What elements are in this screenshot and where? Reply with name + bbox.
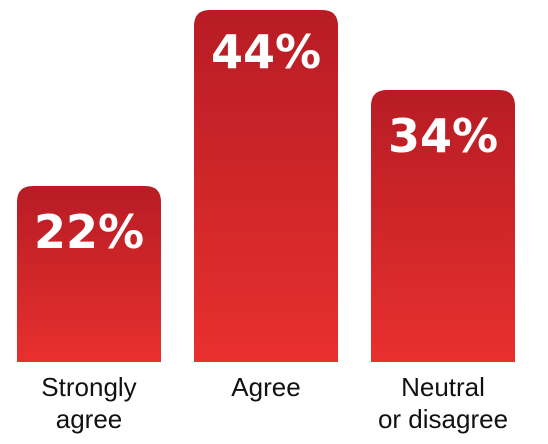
category-label-0-line-0: Strongly — [41, 372, 136, 402]
bar-2 — [371, 90, 515, 362]
bars-group — [17, 10, 515, 362]
category-label-0-line-1: agree — [56, 404, 123, 434]
bar-0 — [17, 186, 161, 362]
bar-value-label-0: 22% — [34, 205, 144, 259]
value-labels-group: 22% 44% 34% — [34, 25, 498, 259]
category-label-2-line-0: Neutral — [401, 372, 485, 402]
category-label-2-line-1: or disagree — [378, 404, 508, 434]
bar-value-label-2: 34% — [388, 109, 498, 163]
category-label-1-line-0: Agree — [231, 372, 300, 402]
bar-value-label-1: 44% — [211, 25, 321, 79]
bar-1 — [194, 10, 338, 362]
